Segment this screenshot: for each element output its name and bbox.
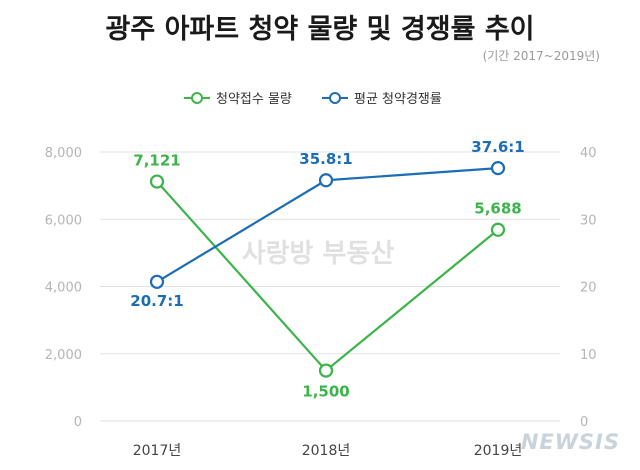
y-left-tick-label: 4,000 [45, 281, 82, 296]
y-left-tick-label: 6,000 [45, 213, 82, 228]
chart-subtitle: (기간 2017~2019년) [483, 49, 600, 63]
x-tick-label: 2017년 [133, 443, 182, 459]
legend-swatch-supply-marker [191, 92, 203, 104]
data-label: 1,500 [302, 383, 349, 401]
y-axis-left: 0 2,000 4,000 6,000 8,000 [45, 146, 82, 430]
y-right-tick-label: 40 [580, 146, 597, 161]
legend-item-ratio: 평균 청약경쟁률 [322, 92, 442, 107]
y-left-tick-label: 2,000 [45, 348, 82, 363]
y-right-tick-label: 10 [580, 348, 597, 363]
series-line-supply [156, 180, 499, 372]
y-left-tick-label: 8,000 [45, 146, 82, 161]
data-point [149, 174, 165, 189]
data-point [318, 173, 334, 188]
data-label: 5,688 [474, 200, 521, 218]
data-point [490, 161, 506, 176]
data-labels: 7,121 1,500 5,688 20.7:1 35.8:1 37.6:1 [130, 138, 524, 400]
y-right-tick-label: 0 [580, 415, 588, 430]
legend-label-ratio: 평균 청약경쟁률 [354, 92, 442, 107]
x-tick-label: 2019년 [474, 443, 523, 459]
data-label: 20.7:1 [130, 292, 183, 310]
data-point [318, 363, 334, 378]
data-label: 37.6:1 [471, 138, 524, 156]
chart-title: 광주 아파트 청약 물량 및 경쟁률 추이 [106, 14, 535, 45]
data-point [490, 222, 506, 237]
y-axis-right: 0 10 20 30 40 [580, 146, 597, 430]
y-right-tick-label: 30 [580, 213, 597, 228]
legend: 청약접수 물량 평균 청약경쟁률 [184, 92, 442, 107]
x-tick-label: 2018년 [302, 443, 351, 459]
series [149, 161, 506, 378]
y-left-tick-label: 0 [74, 415, 82, 430]
legend-label-supply: 청약접수 물량 [216, 92, 292, 107]
legend-swatch-ratio-marker [329, 92, 341, 104]
watermark-text: 사랑방 부동산 [242, 239, 395, 269]
data-label: 35.8:1 [299, 150, 352, 168]
newsis-logo: NEWSIS [521, 430, 620, 454]
data-label: 7,121 [133, 152, 180, 170]
legend-item-supply: 청약접수 물량 [184, 92, 292, 107]
gridlines [100, 151, 560, 422]
data-point [149, 274, 165, 289]
x-axis: 2017년 2018년 2019년 [133, 443, 523, 459]
y-right-tick-label: 20 [580, 281, 597, 296]
